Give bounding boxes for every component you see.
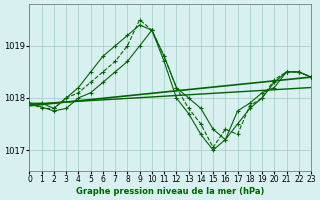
X-axis label: Graphe pression niveau de la mer (hPa): Graphe pression niveau de la mer (hPa): [76, 187, 264, 196]
